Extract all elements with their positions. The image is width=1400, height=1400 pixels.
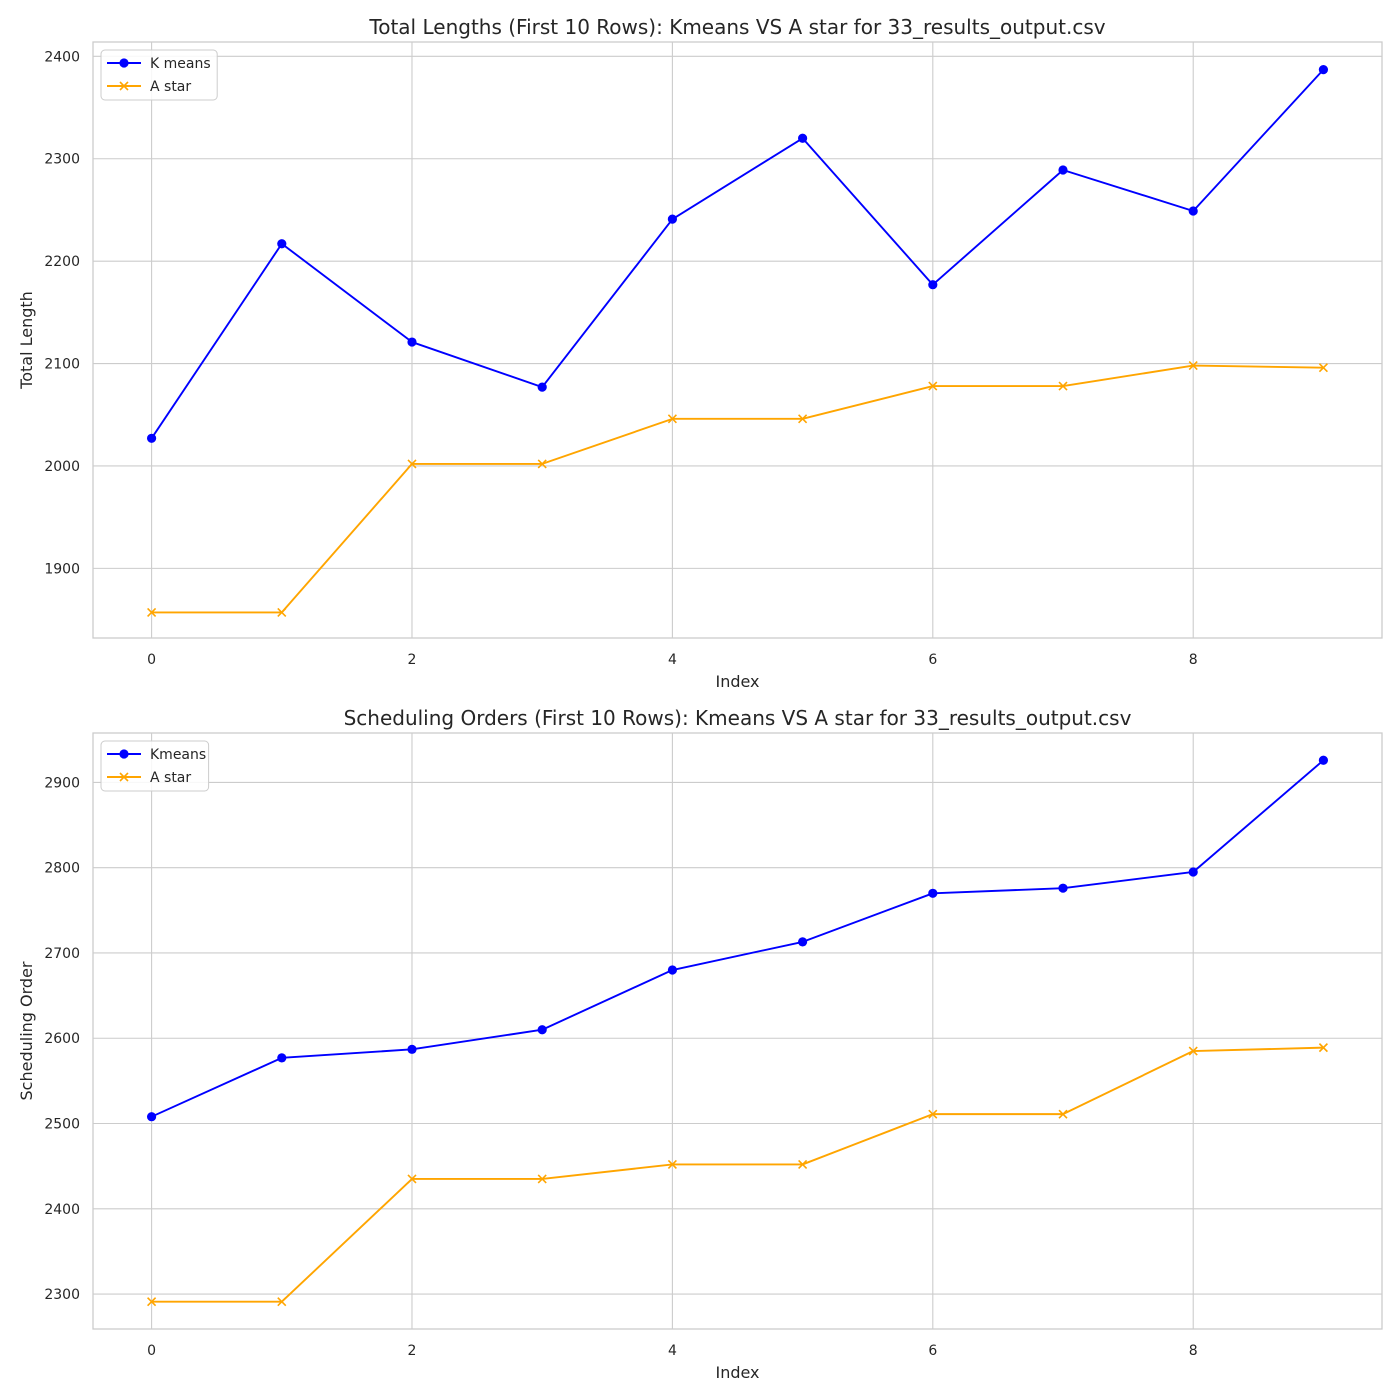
y-tick-label: 1900 <box>44 561 80 577</box>
series-line-1 <box>151 759 1325 1118</box>
data-point <box>277 607 287 617</box>
data-point <box>277 239 287 249</box>
y-axis-label: Scheduling Order <box>17 961 36 1100</box>
data-point <box>407 337 417 347</box>
legend-label: Kmeans <box>150 747 206 763</box>
y-tick-label: 2100 <box>44 357 80 373</box>
data-point <box>1058 381 1068 391</box>
data-point <box>1318 755 1329 765</box>
data-point <box>146 1112 157 1122</box>
data-point <box>537 382 547 392</box>
legend-marker <box>119 58 129 68</box>
y-tick-label: 2500 <box>44 1117 80 1133</box>
legend: K means A star <box>100 49 218 101</box>
x-tick-label: 6 <box>928 652 937 668</box>
chart-1: 0 2 4 6 8 1900 2000 2100 2200 2300 2400 K means A st… <box>17 15 1383 691</box>
legend-label: A star <box>150 770 191 786</box>
y-tick-label: 2300 <box>44 152 80 168</box>
data-point <box>667 965 677 975</box>
data-point <box>1318 1043 1328 1053</box>
data-point <box>147 1297 157 1307</box>
legend: Kmeans A star <box>100 740 210 792</box>
data-point <box>667 1159 677 1170</box>
data-point <box>537 1025 547 1035</box>
data-point <box>928 381 938 391</box>
x-axis-label: Index <box>715 672 759 691</box>
data-point <box>798 133 808 143</box>
series-line-2 <box>151 364 1324 614</box>
x-tick-label: 4 <box>668 652 677 668</box>
data-point <box>1318 363 1328 373</box>
data-point <box>798 937 808 947</box>
y-tick-label: 2900 <box>44 775 80 791</box>
plot-frame <box>92 732 1383 1330</box>
x-axis-label: Index <box>715 1363 759 1382</box>
data-point <box>277 1297 287 1307</box>
y-tick-label: 2400 <box>44 49 80 65</box>
legend-label: A star <box>150 79 191 95</box>
data-point <box>407 1174 417 1184</box>
data-point <box>667 214 677 224</box>
x-tick-label: 0 <box>147 1343 156 1359</box>
x-tick-label: 8 <box>1189 1343 1198 1359</box>
chart-2: 0 2 4 6 8 2300 2400 2500 2600 2700 2800 2900 Kmeans A… <box>17 706 1383 1382</box>
series-line-1 <box>150 69 1325 439</box>
x-tick-label: 2 <box>408 652 417 668</box>
data-point <box>407 1044 417 1054</box>
data-point <box>1188 361 1198 371</box>
y-tick-label: 2600 <box>44 1031 80 1047</box>
y-tick-label: 2700 <box>44 946 80 962</box>
legend-marker <box>119 749 129 759</box>
y-tick-label: 2300 <box>44 1287 80 1303</box>
data-point <box>1318 65 1329 75</box>
y-tick-label: 2400 <box>44 1202 80 1218</box>
legend-label: K means <box>150 56 211 72</box>
chart-title: Total Lengths (First 10 Rows): Kmeans VS… <box>368 15 1105 39</box>
chart-title: Scheduling Orders (First 10 Rows): Kmean… <box>344 706 1132 730</box>
data-point <box>146 433 157 443</box>
data-point <box>277 1053 287 1063</box>
plot-frame <box>92 41 1383 639</box>
data-point <box>1188 206 1198 216</box>
x-tick-label: 2 <box>408 1343 417 1359</box>
data-point <box>928 1109 938 1119</box>
data-point <box>1188 1046 1198 1056</box>
x-tick-label: 4 <box>668 1343 677 1359</box>
data-point <box>1058 1109 1068 1119</box>
data-point <box>407 459 417 469</box>
data-point <box>928 280 938 290</box>
y-tick-label: 2800 <box>44 861 80 877</box>
data-point <box>667 414 677 424</box>
x-tick-label: 6 <box>928 1343 937 1359</box>
data-point <box>928 888 938 898</box>
legend-marker <box>119 81 129 91</box>
series-line-2 <box>151 1046 1324 1303</box>
data-point <box>798 1159 808 1170</box>
data-point <box>537 1174 547 1184</box>
y-axis-label: Total Length <box>17 291 36 390</box>
data-point <box>1058 883 1068 893</box>
data-point <box>537 459 547 469</box>
y-tick-label: 2200 <box>44 254 80 270</box>
data-point <box>1188 867 1198 877</box>
data-point <box>1058 165 1068 175</box>
x-tick-label: 0 <box>147 652 156 668</box>
data-point <box>147 607 157 617</box>
y-tick-label: 2000 <box>44 459 80 475</box>
x-tick-label: 8 <box>1189 652 1198 668</box>
legend-marker <box>119 772 129 782</box>
data-point <box>798 414 808 424</box>
